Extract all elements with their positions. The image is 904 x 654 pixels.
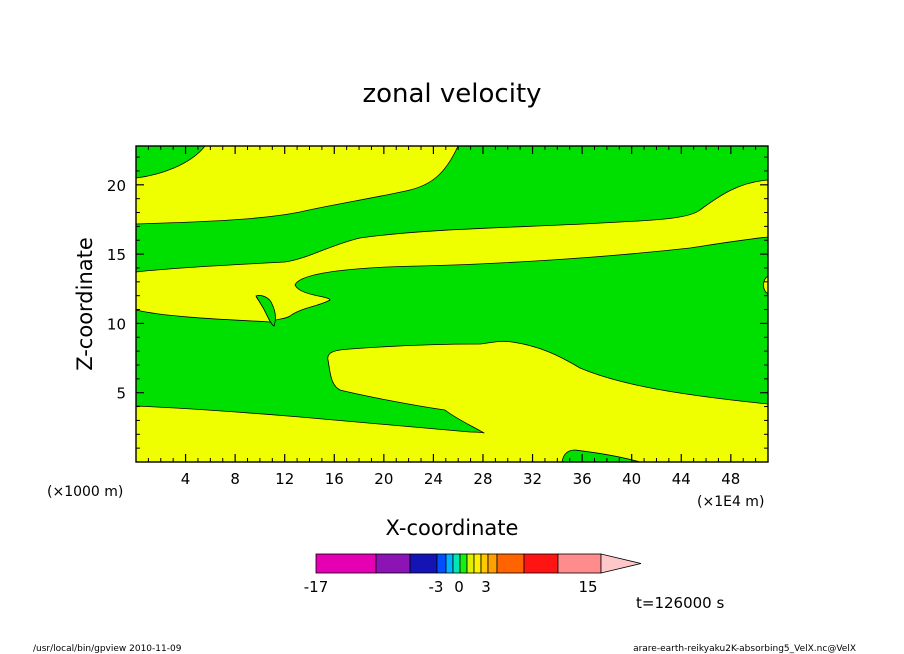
- colorbar-segment: [496, 553, 525, 574]
- x-tick-label: 24: [424, 470, 443, 488]
- contour-fill-region-1: [135, 145, 459, 225]
- contour-fill-region-4: [135, 340, 769, 463]
- colorbar: [315, 553, 642, 574]
- colorbar-tick-label: 15: [578, 578, 597, 596]
- y-tick-label: 5: [116, 385, 126, 403]
- x-unit-right: (×1E4 m): [697, 494, 764, 510]
- colorbar-segment: [459, 553, 468, 574]
- colorbar-segment: [409, 553, 438, 574]
- colorbar-segment: [375, 553, 411, 574]
- y-tick-label: 15: [107, 246, 126, 264]
- x-tick-label: 8: [230, 470, 240, 488]
- x-axis-title: X-coordinate: [386, 516, 519, 540]
- y-tick-label: 10: [107, 315, 126, 333]
- x-tick-label: 32: [523, 470, 542, 488]
- x-unit-left: (×1000 m): [47, 484, 123, 500]
- colorbar-segment: [523, 553, 559, 574]
- colorbar-segment: [480, 553, 489, 574]
- colorbar-segment: [466, 553, 475, 574]
- colorbar-extend-triangle: [600, 553, 642, 574]
- time-label: t=126000 s: [636, 594, 724, 612]
- colorbar-tick-label: 0: [454, 578, 464, 596]
- colorbar-segment: [473, 553, 482, 574]
- x-tick-label: 16: [325, 470, 344, 488]
- x-tick-label: 40: [622, 470, 641, 488]
- y-axis: 5 10 15 20: [107, 156, 768, 449]
- x-tick-label: 36: [573, 470, 592, 488]
- colorbar-segment: [557, 553, 602, 574]
- x-tick-label: 12: [275, 470, 294, 488]
- colorbar-ticks: -17 -3 0 3 15: [304, 578, 598, 596]
- colorbar-segment: [436, 553, 447, 574]
- x-tick-label: 28: [473, 470, 492, 488]
- colorbar-segment: [445, 553, 454, 574]
- x-tick-label: 20: [374, 470, 393, 488]
- contour-fill-region-5: [561, 449, 641, 463]
- plot-frame: [135, 145, 769, 463]
- colorbar-tick-label: -3: [429, 578, 444, 596]
- colorbar-segment: [315, 553, 377, 574]
- y-tick-label: 20: [107, 177, 126, 195]
- colorbar-segment: [487, 553, 498, 574]
- chart-title: zonal velocity: [362, 79, 541, 109]
- y-axis-title: Z-coordinate: [73, 237, 97, 371]
- colorbar-segment: [452, 553, 461, 574]
- x-tick-label: 4: [181, 470, 191, 488]
- colorbar-tick-label: 3: [481, 578, 491, 596]
- x-tick-label: 48: [721, 470, 740, 488]
- x-tick-label: 44: [672, 470, 691, 488]
- colorbar-tick-label: -17: [304, 578, 329, 596]
- contour-fill-region-3: [255, 295, 276, 327]
- x-axis: 4 8 12 16 20 24 28 32 36 40 44 48: [147, 146, 757, 488]
- contour-field: [135, 145, 769, 463]
- footer-right: arare-earth-reikyaku2K-absorbing5_VelX.n…: [633, 644, 856, 654]
- footer-left: /usr/local/bin/gpview 2010-11-09: [33, 644, 182, 654]
